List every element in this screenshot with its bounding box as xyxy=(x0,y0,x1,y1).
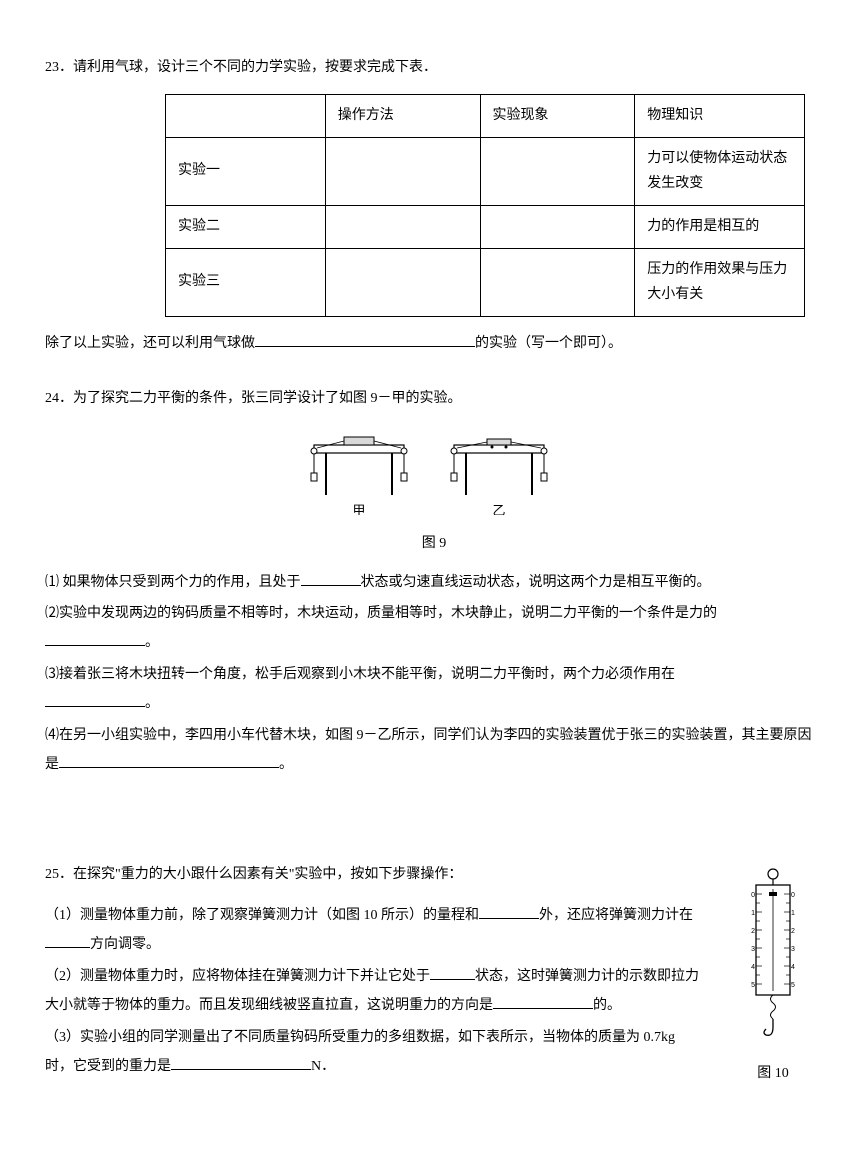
table-header-row: 操作方法 实验现象 物理知识 xyxy=(166,94,805,138)
q25-p1b-text: 外，还应将弹簧测力计在 xyxy=(539,908,693,923)
spring-scale-icon: 0 1 2 3 4 5 0 1 2 3 4 5 xyxy=(738,867,808,1042)
q24-p4-end: 。 xyxy=(279,757,293,772)
q25-p2a-text: （2）测量物体重力时，应将物体挂在弹簧测力计下并让它处于 xyxy=(45,969,430,984)
table-row: 实验一 力可以使物体运动状态发生改变 xyxy=(166,138,805,205)
svg-text:5: 5 xyxy=(791,982,795,989)
blank-input[interactable] xyxy=(45,632,145,646)
svg-text:0: 0 xyxy=(791,892,795,899)
header-knowledge: 物理知识 xyxy=(635,94,805,138)
svg-text:5: 5 xyxy=(751,982,755,989)
svg-text:0: 0 xyxy=(751,892,755,899)
blank-input[interactable] xyxy=(45,693,145,707)
q23-tail: 除了以上实验，还可以利用气球做 的实验（写一个即可）。 xyxy=(45,329,823,358)
q25-p1a-text: （1）测量物体重力前，除了观察弹簧测力计（如图 10 所示）的量程和 xyxy=(45,908,479,923)
question-25: 0 1 2 3 4 5 0 1 2 3 4 5 xyxy=(45,862,823,1087)
blank-input[interactable] xyxy=(171,1056,311,1070)
row1-op[interactable] xyxy=(325,138,480,205)
q24-part1: ⑴ 如果物体只受到两个力的作用，且处于 状态或匀速直线运动状态，说明这两个力是相互… xyxy=(45,568,823,597)
blank-input[interactable] xyxy=(301,572,361,586)
blank-input[interactable] xyxy=(59,754,279,768)
q23-table: 操作方法 实验现象 物理知识 实验一 力可以使物体运动状态发生改变 实验二 力的… xyxy=(165,94,805,317)
q25-part3: （3）实验小组的同学测量出了不同质量钩码所受重力的多组数据，如下表所示，当物体的… xyxy=(45,1023,823,1082)
row2-label: 实验二 xyxy=(166,205,326,249)
blank-input[interactable] xyxy=(430,966,475,980)
blank-input[interactable] xyxy=(479,905,539,919)
svg-text:3: 3 xyxy=(751,946,755,953)
q24-part3: ⑶接着张三将木块扭转一个角度，松手后观察到小木块不能平衡，说明二力平衡时，两个力… xyxy=(45,660,823,719)
q24-p2-end: 。 xyxy=(145,635,159,650)
row2-op[interactable] xyxy=(325,205,480,249)
q25-part1: （1）测量物体重力前，除了观察弹簧测力计（如图 10 所示）的量程和 外，还应将弹… xyxy=(45,901,823,960)
figure-9: 甲 乙 图 9 xyxy=(45,425,823,558)
table-row: 实验二 力的作用是相互的 xyxy=(166,205,805,249)
q24-p2-text: ⑵实验中发现两边的钩码质量不相等时，木块运动，质量相等时，木块静止，说明二力平衡… xyxy=(45,606,717,621)
q23-tail-pre: 除了以上实验，还可以利用气球做 xyxy=(45,336,255,351)
row2-phenom[interactable] xyxy=(480,205,635,249)
q24-prompt: 24．为了探究二力平衡的条件，张三同学设计了如图 9－甲的实验。 xyxy=(45,386,823,413)
q23-tail-post: 的实验（写一个即可）。 xyxy=(475,336,622,351)
header-phenom: 实验现象 xyxy=(480,94,635,138)
header-empty xyxy=(166,94,326,138)
figure-10: 0 1 2 3 4 5 0 1 2 3 4 5 xyxy=(723,867,823,1087)
header-op: 操作方法 xyxy=(325,94,480,138)
q25-part2: （2）测量物体重力时，应将物体挂在弹簧测力计下并让它处于状态，这时弹簧测力计的示… xyxy=(45,962,823,1021)
blank-input[interactable] xyxy=(45,934,90,948)
svg-text:3: 3 xyxy=(791,946,795,953)
svg-text:4: 4 xyxy=(791,964,795,971)
row1-knowledge: 力可以使物体运动状态发生改变 xyxy=(635,138,805,205)
blank-input[interactable] xyxy=(493,995,593,1009)
q25-p1c-text: 方向调零。 xyxy=(90,937,160,952)
svg-text:1: 1 xyxy=(751,910,755,917)
q25-prompt: 25．在探究"重力的大小跟什么因素有关"实验中，按如下步骤操作： xyxy=(45,862,823,889)
row3-phenom[interactable] xyxy=(480,249,635,316)
q24-part4: ⑷在另一小组实验中，李四用小车代替木块，如图 9－乙所示，同学们认为李四的实验装… xyxy=(45,721,823,780)
balance-diagram-icon: 甲 乙 xyxy=(294,425,574,515)
svg-text:1: 1 xyxy=(791,910,795,917)
q25-p2c-text: 的。 xyxy=(593,998,621,1013)
svg-text:2: 2 xyxy=(751,928,755,935)
q24-part2: ⑵实验中发现两边的钩码质量不相等时，木块运动，质量相等时，木块静止，说明二力平衡… xyxy=(45,599,823,658)
row3-label: 实验三 xyxy=(166,249,326,316)
table-row: 实验三 压力的作用效果与压力大小有关 xyxy=(166,249,805,316)
q24-p3-end: 。 xyxy=(145,696,159,711)
question-23: 23．请利用气球，设计三个不同的力学实验，按要求完成下表． 操作方法 实验现象 … xyxy=(45,55,823,358)
figure-9-caption: 图 9 xyxy=(45,531,823,558)
blank-input[interactable] xyxy=(255,333,475,347)
fig-label-left: 甲 xyxy=(352,503,365,515)
q25-p3b-text: N． xyxy=(311,1059,335,1074)
row1-phenom[interactable] xyxy=(480,138,635,205)
row3-op[interactable] xyxy=(325,249,480,316)
row3-knowledge: 压力的作用效果与压力大小有关 xyxy=(635,249,805,316)
question-24: 24．为了探究二力平衡的条件，张三同学设计了如图 9－甲的实验。 甲 xyxy=(45,386,823,780)
q25-p3a-text: （3）实验小组的同学测量出了不同质量钩码所受重力的多组数据，如下表所示，当物体的… xyxy=(45,1030,675,1074)
row2-knowledge: 力的作用是相互的 xyxy=(635,205,805,249)
q23-prompt: 23．请利用气球，设计三个不同的力学实验，按要求完成下表． xyxy=(45,55,823,82)
svg-text:4: 4 xyxy=(751,964,755,971)
q24-p1b-text: 状态或匀速直线运动状态，说明这两个力是相互平衡的。 xyxy=(361,575,711,590)
q24-p3-text: ⑶接着张三将木块扭转一个角度，松手后观察到小木块不能平衡，说明二力平衡时，两个力… xyxy=(45,667,675,682)
fig-label-right: 乙 xyxy=(492,503,505,515)
svg-text:2: 2 xyxy=(791,928,795,935)
figure-10-caption: 图 10 xyxy=(723,1061,823,1088)
q24-p1a-text: ⑴ 如果物体只受到两个力的作用，且处于 xyxy=(45,575,301,590)
row1-label: 实验一 xyxy=(166,138,326,205)
